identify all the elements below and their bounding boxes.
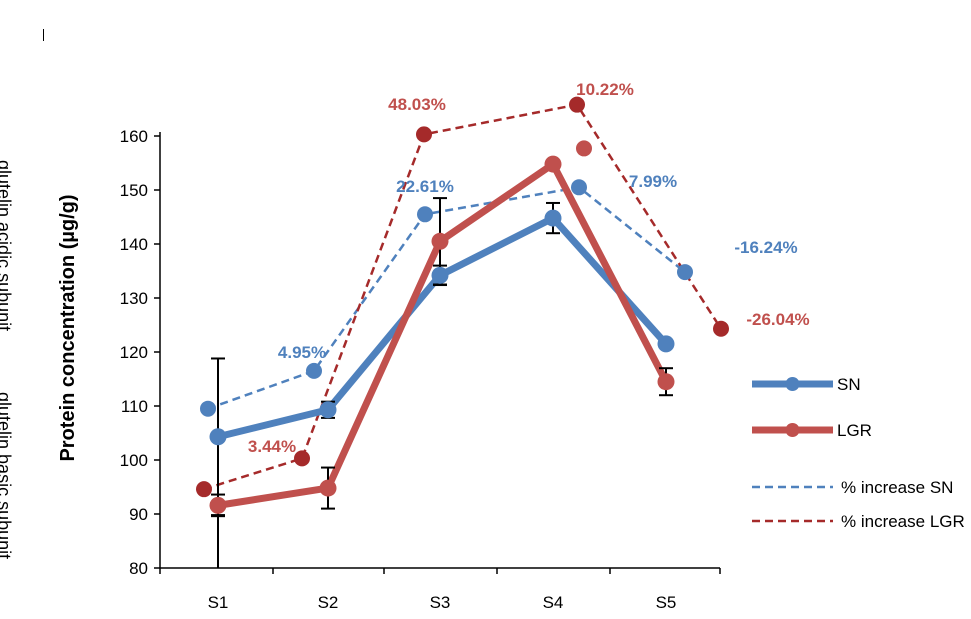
data-point	[657, 373, 675, 391]
data-point	[713, 320, 729, 337]
x-tick-label: S2	[318, 593, 339, 612]
data-point	[657, 335, 675, 353]
annotation-label: 10.22%	[576, 80, 634, 99]
data-point	[417, 206, 433, 223]
data-point	[294, 450, 310, 467]
data-point	[571, 179, 587, 196]
annotation-label: 22.61%	[396, 177, 454, 196]
data-point	[431, 266, 449, 284]
data-point	[544, 155, 562, 173]
data-point	[569, 96, 585, 113]
data-point	[209, 496, 227, 514]
side-label-acidic: glutelin acidic subunit	[0, 160, 14, 331]
legend-swatch-marker	[785, 423, 800, 437]
x-tick-label: S3	[430, 593, 451, 612]
y-tick-label: 150	[120, 181, 148, 200]
annotations-group: 4.95% 22.61% 7.99% -16.24% 3.44% 48.03% 10.22%…	[248, 80, 810, 456]
y-tick-label: 130	[120, 289, 148, 308]
data-point	[209, 428, 227, 446]
error-bars-group	[211, 197, 673, 568]
data-point	[319, 401, 337, 419]
data-point	[576, 140, 592, 157]
y-tick-label: 120	[120, 343, 148, 362]
y-tick-label: 90	[129, 505, 148, 524]
series-points-group	[196, 96, 729, 514]
y-tick-label: 100	[120, 451, 148, 470]
data-point	[200, 400, 216, 417]
y-axis-label: Protein concentration (µg/g)	[57, 194, 79, 461]
y-tick-label: 140	[120, 235, 148, 254]
legend: SN LGR % increase SN % increase LGR	[752, 375, 965, 531]
axes-group: 80 90 100 110 120 130 140 150 160 S1 S2 S3 S4 S5	[120, 127, 721, 612]
series-line-pct-sn	[207, 186, 686, 410]
data-point	[319, 479, 337, 497]
annotation-label: -16.24%	[734, 238, 797, 257]
legend-label: % increase LGR	[841, 512, 965, 531]
legend-label: LGR	[837, 421, 872, 440]
y-tick-label: 160	[120, 127, 148, 146]
annotation-label: 48.03%	[388, 95, 446, 114]
side-label-basic: glutelin basic subunit	[0, 392, 14, 559]
legend-swatch-marker	[785, 377, 800, 391]
y-tick-label: 110	[121, 397, 148, 416]
annotation-label: 4.95%	[278, 343, 326, 362]
legend-label: % increase SN	[841, 478, 953, 497]
corner-tick-mark	[43, 29, 44, 41]
data-point	[677, 264, 693, 281]
x-tick-label: S1	[208, 593, 229, 612]
data-point	[196, 481, 212, 498]
x-tick-label: S4	[543, 593, 564, 612]
annotation-label: -26.04%	[746, 310, 809, 329]
data-point	[416, 126, 432, 143]
x-tick-label: S5	[656, 593, 677, 612]
legend-label: SN	[837, 375, 861, 394]
data-point	[306, 362, 322, 379]
annotation-label: 3.44%	[248, 437, 296, 456]
series-line-pct-lgr	[203, 103, 723, 491]
annotation-label: 7.99%	[629, 172, 677, 191]
data-point	[544, 209, 562, 227]
data-point	[431, 232, 449, 250]
y-tick-label: 80	[129, 559, 148, 578]
